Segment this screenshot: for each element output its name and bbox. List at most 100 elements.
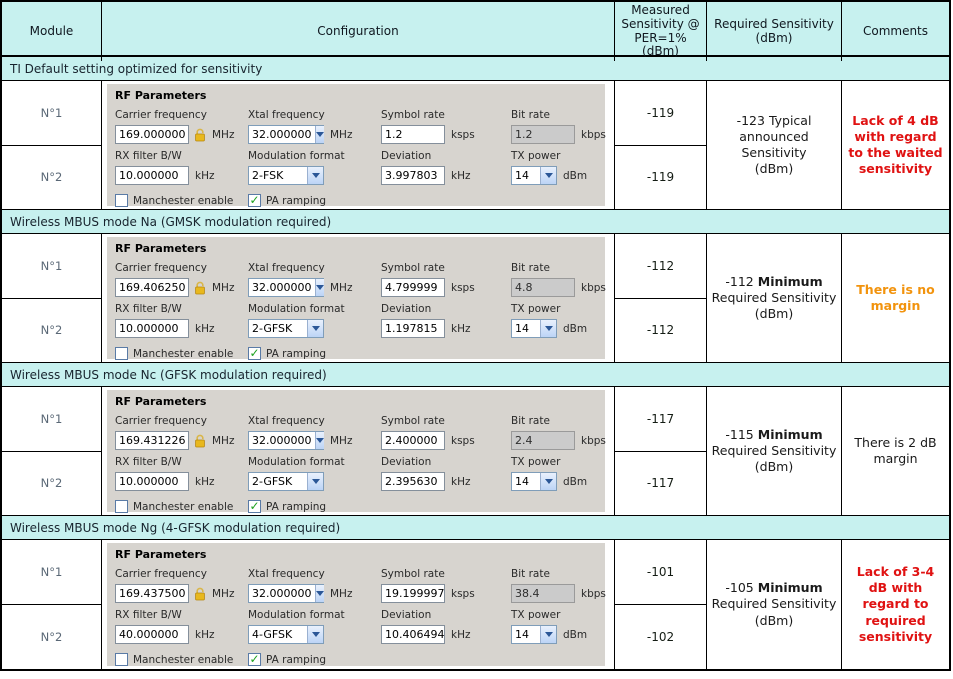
xtal-frequency-select[interactable]: 32.000000 [248, 584, 324, 603]
symbol-rate-input[interactable]: 2.400000 [381, 431, 445, 450]
dropdown-arrow-icon[interactable] [540, 473, 556, 490]
module-column-cell: N°1 N°2 [2, 387, 102, 515]
dropdown-arrow-icon[interactable] [307, 473, 323, 490]
manchester-label: Manchester enable [133, 194, 234, 207]
tx-power-label: TX power [511, 609, 561, 621]
rf-panel-title: RF Parameters [115, 89, 207, 102]
modulation-format-select[interactable]: 4-GFSK [248, 625, 324, 644]
module-label-1: N°1 [2, 540, 101, 605]
measured-sensitivity-cell: -101 -102 [615, 540, 707, 669]
xtal-frequency-unit: MHz [330, 587, 353, 600]
dropdown-arrow-icon[interactable] [314, 126, 324, 143]
required-qualifier: Typical [768, 112, 812, 128]
symbol-rate-unit: ksps [451, 281, 475, 294]
xtal-frequency-value: 32.000000 [252, 128, 312, 141]
symbol-rate-input[interactable]: 4.799999 [381, 278, 445, 297]
xtal-frequency-select[interactable]: 32.000000 [248, 431, 324, 450]
tx-power-select[interactable]: 14 [511, 625, 557, 644]
xtal-frequency-field: Xtal frequency 32.000000 MHz [248, 259, 381, 297]
dropdown-arrow-icon[interactable] [314, 432, 324, 449]
lock-icon [194, 281, 206, 295]
bit-rate-field: Bit rate 2.4 kbps [511, 412, 606, 450]
modulation-format-select[interactable]: 2-GFSK [248, 472, 324, 491]
manchester-checkbox[interactable] [115, 347, 128, 360]
symbol-rate-input[interactable]: 1.2 [381, 125, 445, 144]
rx-filter-bw-input[interactable]: 10.000000 [115, 166, 189, 185]
tx-power-select[interactable]: 14 [511, 166, 557, 185]
rx-filter-bw-input[interactable]: 40.000000 [115, 625, 189, 644]
table-section: Wireless MBUS mode Na (GMSK modulation r… [2, 210, 949, 363]
measured-value-2: -112 [646, 323, 675, 338]
xtal-frequency-value: 32.000000 [252, 587, 312, 600]
dropdown-arrow-icon[interactable] [540, 320, 556, 337]
deviation-input[interactable]: 1.197815 [381, 319, 445, 338]
carrier-frequency-input[interactable]: 169.431226 [115, 431, 189, 450]
manchester-checkbox[interactable] [115, 653, 128, 666]
tx-power-unit: dBm [563, 475, 588, 488]
symbol-rate-input[interactable]: 19.199997 [381, 584, 445, 603]
xtal-frequency-select[interactable]: 32.000000 [248, 278, 324, 297]
carrier-frequency-input[interactable]: 169.000000 [115, 125, 189, 144]
bit-rate-field: Bit rate 4.8 kbps [511, 259, 606, 297]
carrier-frequency-input[interactable]: 169.406250 [115, 278, 189, 297]
pa-ramping-checkbox[interactable]: ✓ [248, 193, 261, 207]
module-label-1: N°1 [2, 234, 101, 299]
required-line-1: -112 Minimum [725, 274, 822, 290]
dropdown-arrow-icon[interactable] [307, 626, 323, 643]
rx-filter-bw-input[interactable]: 10.000000 [115, 472, 189, 491]
modulation-format-label: Modulation format [248, 456, 345, 468]
manchester-enable-field: Manchester enable [115, 500, 248, 513]
dropdown-arrow-icon[interactable] [314, 585, 324, 602]
dropdown-arrow-icon[interactable] [540, 626, 556, 643]
deviation-input[interactable]: 3.997803 [381, 166, 445, 185]
rx-filter-bw-field: RX filter B/W 10.000000 kHz [115, 453, 248, 491]
manchester-checkbox[interactable] [115, 500, 128, 513]
bit-rate-unit: kbps [581, 128, 606, 141]
lock-icon [194, 128, 206, 142]
pa-ramping-field: ✓ PA ramping [248, 194, 605, 207]
xtal-frequency-label: Xtal frequency [248, 415, 325, 427]
bit-rate-unit: kbps [581, 281, 606, 294]
dropdown-arrow-icon[interactable] [540, 167, 556, 184]
tx-power-select[interactable]: 14 [511, 472, 557, 491]
rx-filter-bw-unit: kHz [195, 475, 215, 488]
dropdown-arrow-icon[interactable] [307, 167, 323, 184]
rf-panel-title: RF Parameters [115, 395, 207, 408]
xtal-frequency-unit: MHz [330, 128, 353, 141]
configuration-cell: RF Parameters Carrier frequency 169.4375… [102, 540, 615, 669]
deviation-input[interactable]: 2.395630 [381, 472, 445, 491]
modulation-format-select[interactable]: 2-GFSK [248, 319, 324, 338]
bit-rate-input: 4.8 [511, 278, 575, 297]
pa-ramping-checkbox[interactable]: ✓ [248, 346, 261, 360]
xtal-frequency-label: Xtal frequency [248, 262, 325, 274]
pa-ramping-checkbox[interactable]: ✓ [248, 499, 261, 513]
tx-power-select[interactable]: 14 [511, 319, 557, 338]
carrier-frequency-label: Carrier frequency [115, 568, 207, 580]
rf-panel-title: RF Parameters [115, 242, 207, 255]
carrier-frequency-field: Carrier frequency 169.000000 MHz [115, 106, 248, 144]
modulation-format-label: Modulation format [248, 303, 345, 315]
manchester-checkbox[interactable] [115, 194, 128, 207]
dropdown-arrow-icon[interactable] [307, 320, 323, 337]
pa-ramping-checkbox[interactable]: ✓ [248, 652, 261, 666]
tx-power-field: TX power 14 dBm [511, 453, 606, 491]
module-label-1: N°1 [2, 387, 101, 452]
symbol-rate-unit: ksps [451, 128, 475, 141]
module-label-2: N°2 [40, 476, 63, 491]
xtal-frequency-select[interactable]: 32.000000 [248, 125, 324, 144]
rx-filter-bw-input[interactable]: 10.000000 [115, 319, 189, 338]
modulation-format-select[interactable]: 2-FSK [248, 166, 324, 185]
carrier-frequency-input[interactable]: 169.437500 [115, 584, 189, 603]
xtal-frequency-value: 32.000000 [252, 281, 312, 294]
tx-power-label: TX power [511, 150, 561, 162]
configuration-cell: RF Parameters Carrier frequency 169.0000… [102, 81, 615, 209]
dropdown-arrow-icon[interactable] [314, 279, 324, 296]
modulation-format-value: 2-GFSK [252, 475, 293, 488]
deviation-unit: kHz [451, 322, 471, 335]
required-line-3: (dBm) [754, 306, 794, 322]
deviation-label: Deviation [381, 150, 432, 162]
table-section: Wireless MBUS mode Nc (GFSK modulation r… [2, 363, 949, 516]
deviation-input[interactable]: 10.406494 [381, 625, 445, 644]
pa-ramping-label: PA ramping [266, 653, 327, 666]
pa-ramping-label: PA ramping [266, 347, 327, 360]
